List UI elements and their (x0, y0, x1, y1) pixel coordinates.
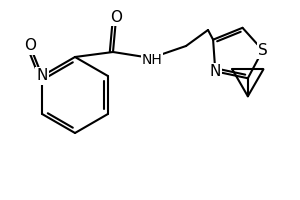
Text: S: S (258, 43, 268, 58)
Text: O: O (110, 9, 122, 24)
Text: N: N (36, 68, 48, 84)
Text: O: O (24, 38, 36, 53)
Text: NH: NH (142, 53, 162, 67)
Text: N: N (210, 64, 221, 79)
